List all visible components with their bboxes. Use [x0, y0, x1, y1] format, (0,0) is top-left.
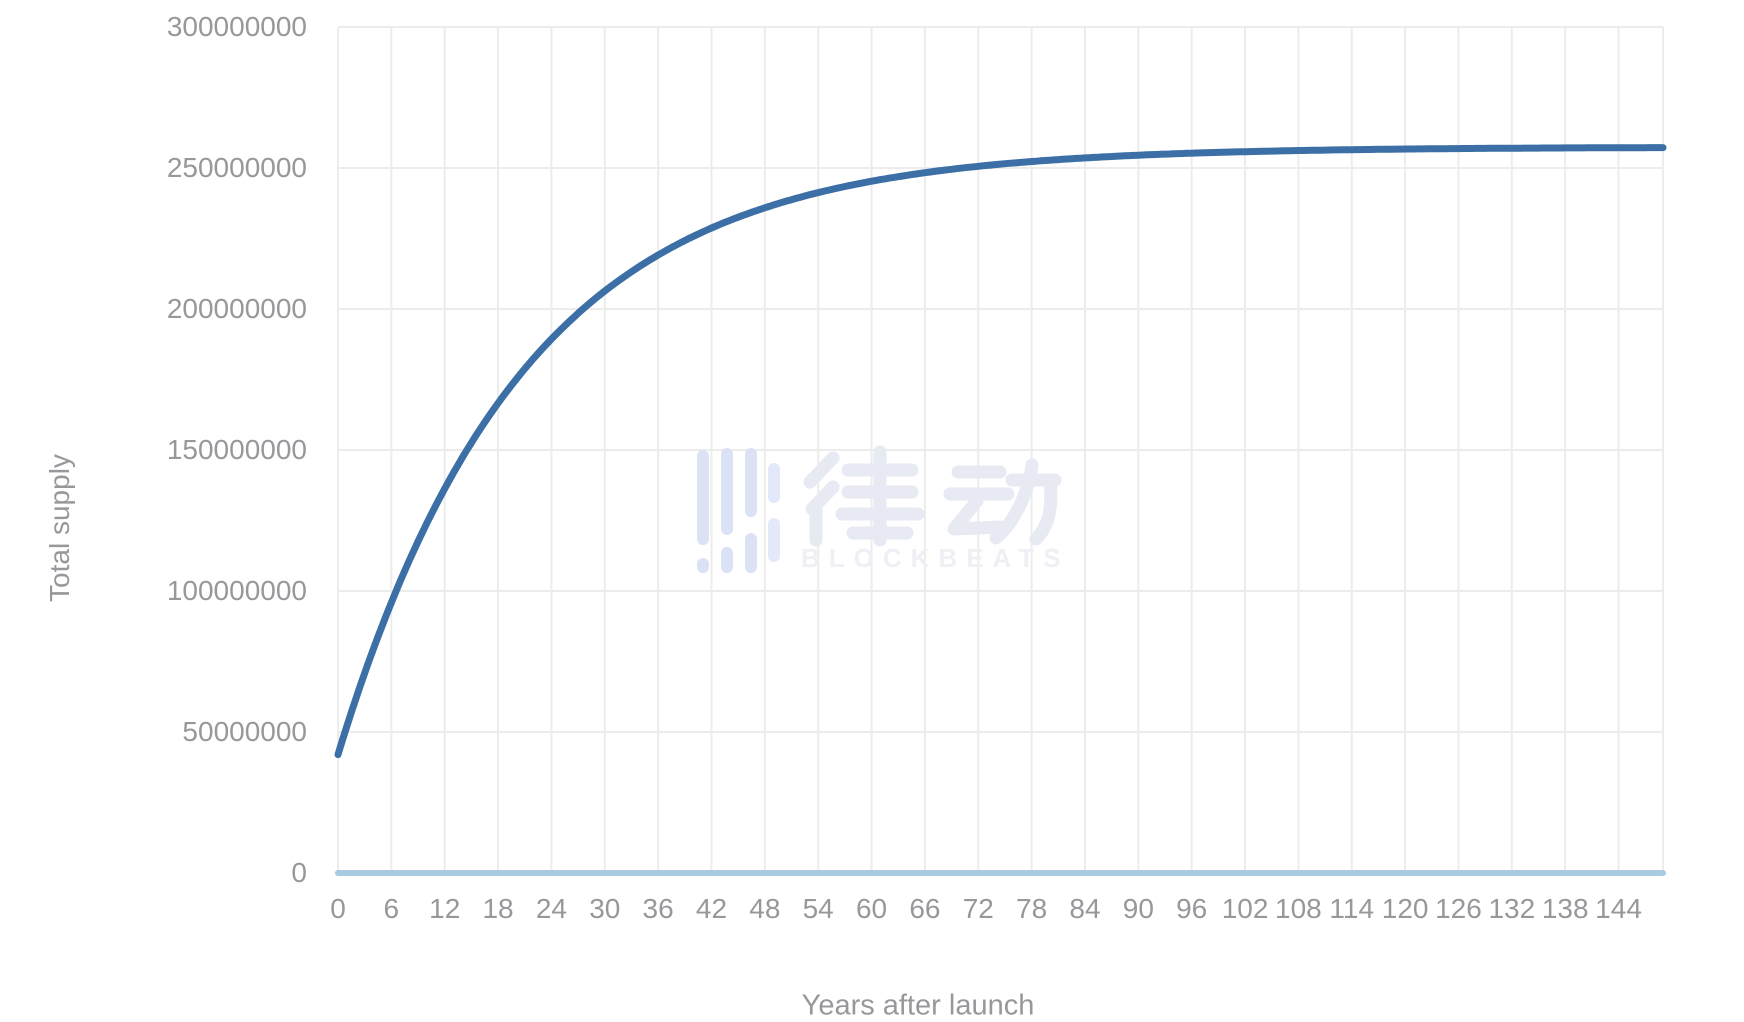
logo-bar: [745, 448, 757, 517]
x-tick-label: 72: [962, 893, 994, 924]
x-tick-label: 114: [1329, 893, 1375, 924]
x-tick-label: 144: [1595, 893, 1642, 924]
x-tick-label: 42: [695, 893, 728, 924]
logo-bar: [768, 463, 780, 503]
x-tick-label: 78: [1016, 893, 1048, 924]
x-tick-label: 90: [1122, 893, 1154, 924]
x-tick-label: 36: [642, 893, 674, 924]
x-tick-label: 108: [1275, 893, 1322, 924]
y-tick-label: 50000000: [182, 716, 307, 747]
logo-bar: [745, 533, 757, 573]
x-tick-label: 24: [535, 893, 567, 924]
x-tick-label: 84: [1069, 893, 1101, 924]
x-tick-label: 54: [802, 893, 834, 924]
y-tick-label: 300000000: [166, 11, 307, 42]
total-supply-line: [334, 144, 1667, 759]
x-tick-label: 12: [429, 893, 461, 924]
x-tick-label: 6: [383, 893, 400, 924]
x-tick-label: 66: [909, 893, 941, 924]
watermark-chinese-text: [803, 445, 1062, 547]
x-tick-label: 60: [855, 893, 888, 924]
x-axis-title: Years after launch: [801, 989, 1035, 1022]
x-tick-label: 48: [749, 893, 781, 924]
y-axis-title: Total supply: [44, 454, 75, 602]
logo-bar: [721, 448, 733, 535]
blockbeats-logo-icon: [697, 445, 1062, 573]
x-tick-label: 96: [1176, 893, 1208, 924]
logo-bar: [697, 558, 709, 573]
x-tick-label: 102: [1221, 893, 1269, 924]
watermark-english-text: BLOCKBEATS: [801, 543, 1070, 573]
logo-bar: [721, 547, 733, 573]
y-tick-label: 200000000: [166, 293, 307, 324]
logo-bar: [697, 450, 709, 545]
y-tick-label: 150000000: [166, 434, 307, 465]
y-tick-label: 0: [291, 857, 307, 888]
x-tick-label: 138: [1541, 893, 1589, 924]
x-tick-label: 132: [1488, 893, 1536, 924]
y-tick-label: 250000000: [166, 152, 307, 183]
x-tick-label: 0: [330, 893, 346, 924]
y-tick-label: 100000000: [166, 575, 307, 606]
x-tick-label: 18: [482, 893, 514, 924]
x-tick-label: 30: [589, 893, 621, 924]
x-tick-label: 120: [1381, 893, 1429, 924]
logo-bar: [768, 518, 780, 562]
x-tick-label: 126: [1435, 893, 1482, 924]
